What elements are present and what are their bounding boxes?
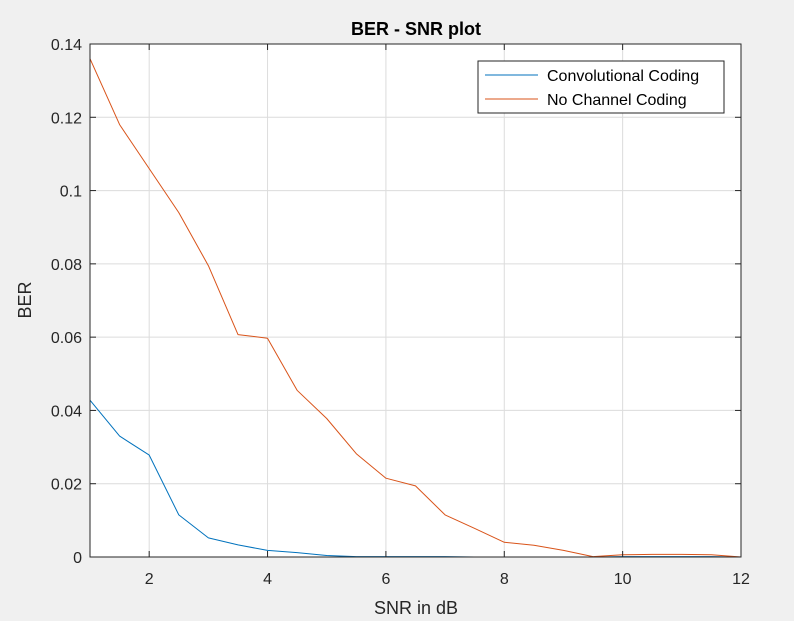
y-tick-label: 0 bbox=[73, 550, 82, 567]
y-tick-label: 0.08 bbox=[51, 257, 82, 274]
legend: Convolutional Coding No Channel Coding bbox=[477, 60, 725, 114]
y-tick-label: 0.12 bbox=[51, 110, 82, 127]
x-tick-label: 2 bbox=[145, 571, 154, 588]
x-tick-label: 10 bbox=[614, 571, 632, 588]
chart-title: BER - SNR plot bbox=[351, 19, 481, 39]
plot-area bbox=[90, 44, 741, 557]
axes-frame bbox=[89, 43, 742, 558]
axis-ticks bbox=[90, 43, 742, 558]
legend-box bbox=[477, 60, 725, 114]
x-axis-title: SNR in dB bbox=[374, 598, 458, 618]
x-tick-label: 6 bbox=[381, 571, 390, 588]
y-tick-label: 0.02 bbox=[51, 477, 82, 494]
x-tick-label: 8 bbox=[500, 571, 509, 588]
x-tick-label: 4 bbox=[263, 571, 272, 588]
y-tick-label: 0.04 bbox=[51, 403, 82, 420]
y-tick-label: 0.1 bbox=[60, 184, 82, 201]
y-axis-title: BER bbox=[15, 281, 35, 318]
legend-label-convolutional-coding: Convolutional Coding bbox=[547, 68, 699, 85]
y-tick-label: 0.14 bbox=[51, 37, 82, 54]
legend-label-no-channel-coding: No Channel Coding bbox=[547, 92, 687, 109]
series-line-no-channel-coding bbox=[89, 58, 742, 558]
tick-labels: 2 4 6 8 10 12 0 0.02 0.04 0.06 0.08 0.1 0.12 0.14 bbox=[51, 37, 750, 588]
y-tick-label: 0.06 bbox=[51, 330, 82, 347]
x-tick-label: 12 bbox=[732, 571, 750, 588]
